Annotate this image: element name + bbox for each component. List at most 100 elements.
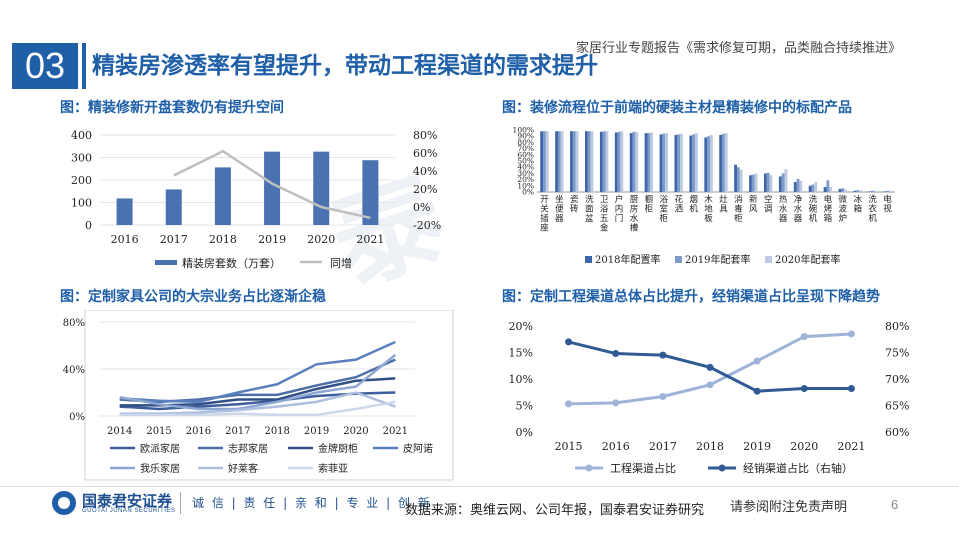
- legend-label: 同增: [330, 256, 352, 270]
- legend-label: 2019年配套率: [685, 253, 750, 266]
- x-tick-label: 2021: [837, 440, 865, 453]
- y-tick-label: 0%: [516, 426, 533, 439]
- bar: [677, 134, 681, 192]
- x-tick-label: 浴室柜: [660, 194, 669, 224]
- x-tick-label: 2020: [790, 440, 818, 453]
- y2-tick-label: 80%: [885, 320, 909, 333]
- bar: [543, 131, 546, 192]
- bar: [704, 137, 708, 192]
- y-tick-label: 15%: [509, 347, 533, 360]
- disclaimer-link[interactable]: 请参阅附注免责声明: [730, 500, 848, 515]
- x-tick-label: 2016: [111, 233, 139, 246]
- bar: [734, 164, 737, 192]
- data-point: [847, 385, 855, 393]
- x-tick-label: 2019: [258, 233, 286, 246]
- bar: [644, 133, 648, 192]
- x-tick-label: 洗衣机: [868, 194, 877, 224]
- x-tick-label: 2016: [602, 440, 630, 453]
- data-point: [565, 338, 573, 346]
- bar: [784, 169, 788, 192]
- bar: [575, 131, 579, 192]
- page-number: 6: [891, 497, 899, 512]
- bar: [769, 175, 773, 192]
- x-tick-label: 卫浴五金: [600, 195, 609, 234]
- series-line: [119, 391, 396, 415]
- y-tick-label: 0: [85, 219, 92, 232]
- company-logo-text: 国泰君安证券: [82, 492, 173, 510]
- chart2-title: 图：装修流程位于前端的硬装主材是精装修中的标配产品: [502, 100, 852, 116]
- bar: [868, 191, 872, 192]
- data-point: [659, 351, 667, 359]
- bar: [736, 167, 740, 192]
- x-tick-label: 灶具: [719, 194, 728, 215]
- bar: [620, 131, 624, 192]
- bar: [888, 190, 892, 192]
- y-tick-label: 20%: [509, 320, 533, 333]
- bar: [635, 131, 639, 192]
- bar: [665, 133, 668, 192]
- y2-tick-label: 60%: [413, 147, 437, 160]
- bar: [650, 132, 654, 192]
- bar: [722, 133, 725, 192]
- data-point: [753, 357, 761, 365]
- y2-tick-label: 60%: [885, 426, 909, 439]
- x-tick-label: 2019: [304, 426, 329, 437]
- bar: [719, 134, 723, 192]
- y-tick-label: 70%: [517, 144, 534, 153]
- y-tick-label: 60%: [517, 150, 534, 159]
- bar: [856, 190, 860, 192]
- legend-label: 志邦家居: [228, 442, 268, 455]
- x-tick-label: 2017: [649, 440, 677, 453]
- x-tick-label: 2015: [555, 440, 583, 453]
- plot-frame: [84, 310, 454, 481]
- y-tick-label: 100%: [513, 126, 534, 135]
- footer-separator: [180, 492, 181, 514]
- bar: [629, 133, 633, 192]
- bar: [874, 190, 877, 192]
- y2-tick-label: 75%: [885, 347, 909, 360]
- company-logo-icon: [52, 491, 76, 515]
- chart4-title: 图：定制工程渠道总体占比提升，经销渠道占比呈现下降趋势: [502, 289, 880, 305]
- y-tick-label: 20%: [517, 175, 534, 184]
- x-tick-label: 空调: [764, 194, 773, 215]
- bar: [724, 133, 728, 192]
- bar: [808, 185, 812, 192]
- y-tick-label: 80%: [517, 138, 534, 147]
- y2-tick-label: 0%: [413, 201, 430, 214]
- x-tick-label: 开关插座: [540, 195, 549, 234]
- bar: [590, 131, 594, 192]
- data-point: [612, 350, 620, 358]
- x-tick-label: 坐便器: [555, 195, 564, 224]
- data-point: [612, 399, 620, 407]
- bar: [617, 131, 621, 192]
- bar: [264, 151, 281, 225]
- bar: [165, 189, 182, 225]
- legend-label: 欧派家居: [140, 442, 180, 455]
- bar: [793, 182, 797, 192]
- legend-label: 2020年配套率: [775, 253, 840, 266]
- bar: [647, 133, 651, 192]
- x-tick-label: 瓷砖: [570, 194, 579, 215]
- bar: [781, 173, 785, 192]
- bar: [764, 173, 767, 192]
- data-point: [706, 381, 714, 389]
- bar: [766, 172, 770, 192]
- y2-tick-label: 80%: [413, 129, 437, 142]
- x-tick-label: 2018: [209, 233, 237, 246]
- bar: [680, 133, 683, 192]
- x-tick-label: 消毒柜: [734, 194, 743, 224]
- bar: [823, 187, 827, 192]
- y-tick-label: 0%: [69, 412, 85, 423]
- x-tick-label: 2018: [264, 426, 289, 437]
- y2-tick-label: 20%: [413, 183, 437, 196]
- bar: [709, 134, 713, 192]
- legend-swatch: [585, 256, 592, 263]
- chart3-title: 图：定制家具公司的大宗业务占比逐渐企稳: [60, 289, 326, 305]
- data-point: [847, 330, 855, 338]
- legend-swatch: [765, 256, 772, 263]
- x-tick-label: 电视: [883, 194, 892, 215]
- bar: [572, 131, 576, 192]
- bar: [871, 190, 875, 192]
- legend-marker: [718, 464, 726, 472]
- x-tick-label: 2015: [146, 426, 171, 437]
